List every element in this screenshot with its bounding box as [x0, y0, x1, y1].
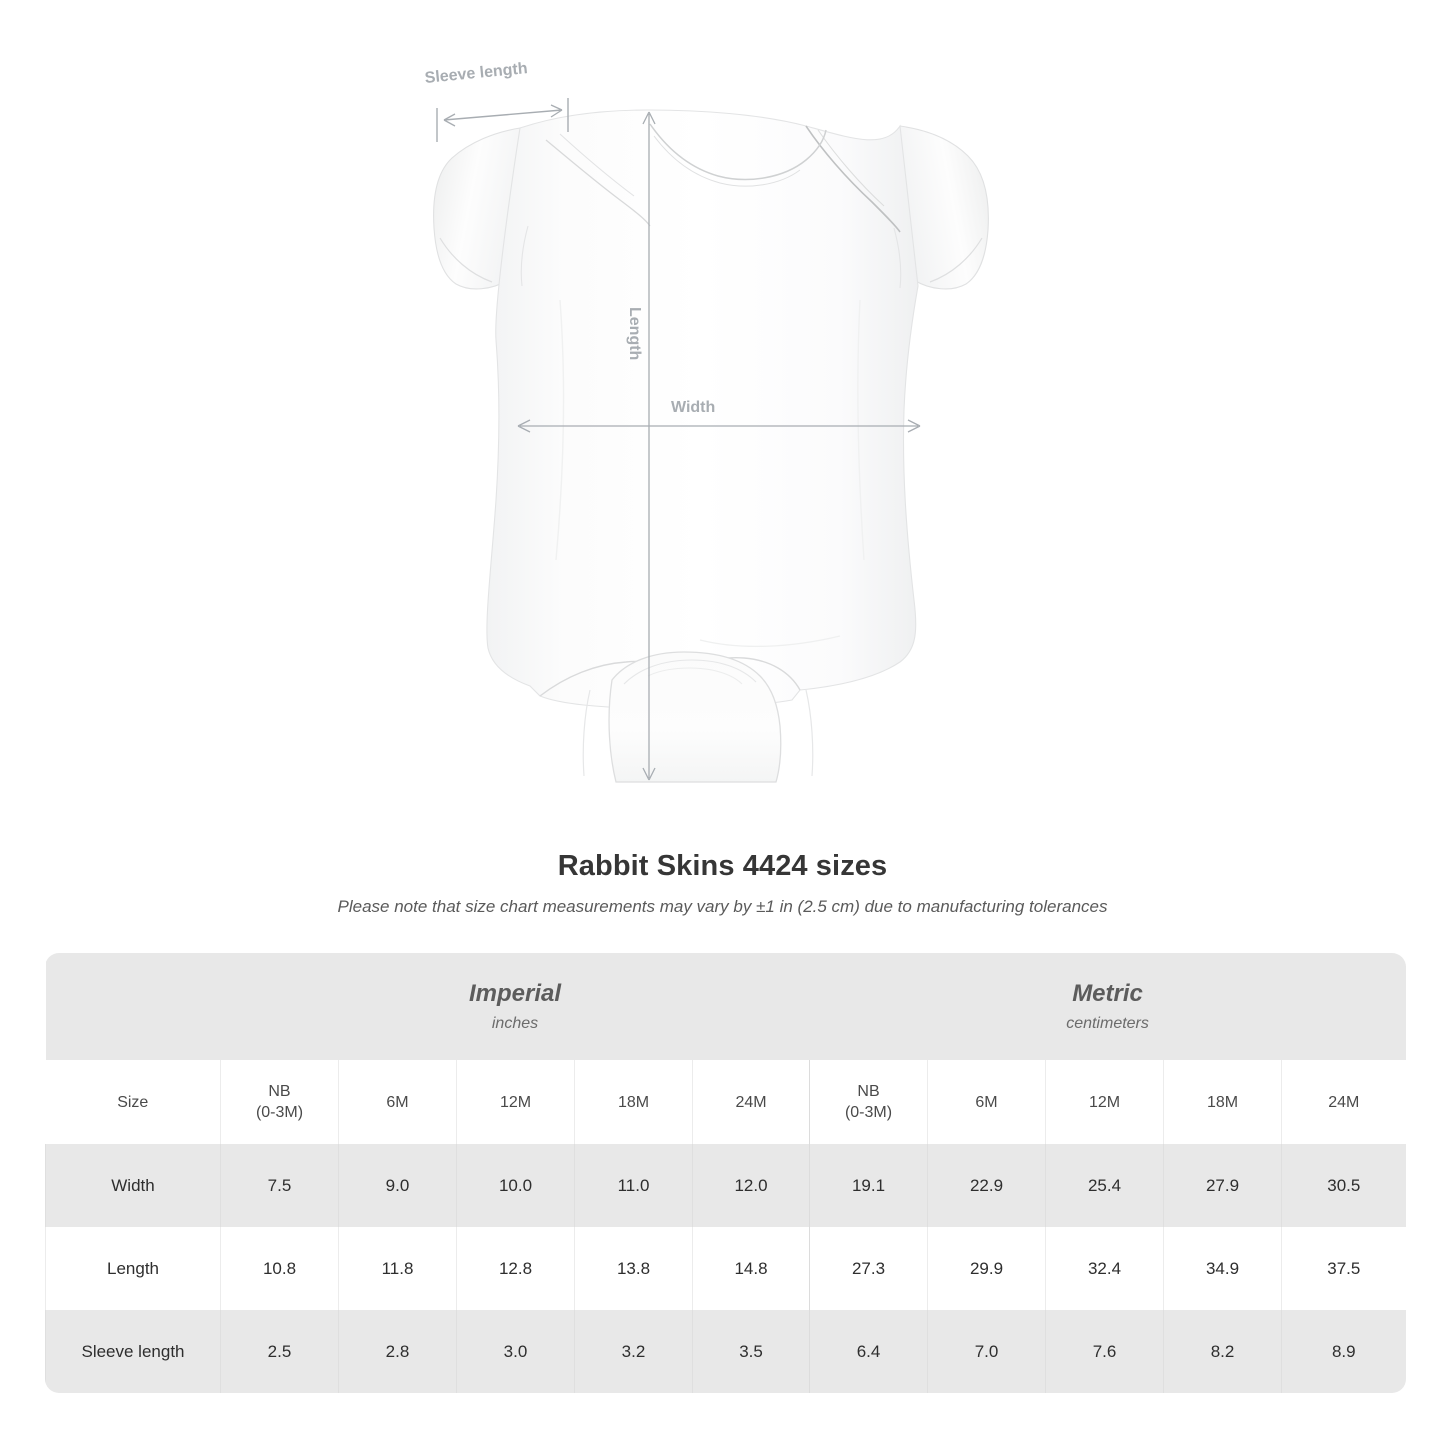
cell-width-imperial-6m: 9.0: [338, 1144, 457, 1227]
unit-group-metric-sub: centimeters: [1066, 1014, 1149, 1032]
row-measure-length: Length: [45, 1227, 221, 1310]
size-col-sublabel: (0-3M): [844, 1104, 893, 1121]
width-dimension-label: Width: [671, 399, 716, 416]
left-sleeve-hem: [439, 237, 493, 283]
cell-sleeve-imperial-nb: 2.5: [220, 1310, 339, 1393]
size-col-sublabel: (0-3M): [255, 1104, 304, 1121]
title-block: Rabbit Skins 4424 sizes Please note that…: [0, 848, 1445, 918]
cell-width-metric-24m: 30.5: [1281, 1144, 1406, 1227]
width-guide: [517, 419, 921, 433]
left-shoulder-seam: [545, 139, 651, 227]
size-col-imperial-nb: NB (0-3M): [220, 1060, 339, 1144]
cell-sleeve-imperial-6m: 2.8: [338, 1310, 457, 1393]
size-col-metric-nb: NB (0-3M): [809, 1060, 928, 1144]
unit-group-metric-name: Metric: [1072, 979, 1143, 1007]
size-col-metric-18m: 18M: [1163, 1060, 1282, 1144]
neckline: [649, 123, 827, 181]
size-col-metric-6m: 6M: [927, 1060, 1046, 1144]
cell-width-metric-12m: 25.4: [1045, 1144, 1164, 1227]
cell-length-metric-6m: 29.9: [927, 1227, 1046, 1310]
neckline-inner: [653, 135, 801, 187]
right-sleeve-hem: [929, 237, 983, 283]
cell-width-imperial-12m: 10.0: [456, 1144, 575, 1227]
cell-width-metric-nb: 19.1: [809, 1144, 928, 1227]
cell-length-imperial-12m: 12.8: [456, 1227, 575, 1310]
cell-length-metric-12m: 32.4: [1045, 1227, 1164, 1310]
unit-group-metric: Metric centimeters: [809, 953, 1406, 1060]
table-row: Sleeve length 2.5 2.8 3.0 3.2 3.5 6.4 7.…: [45, 1310, 1406, 1393]
left-leg-edge: [582, 689, 591, 777]
unit-group-row: Imperial inches Metric centimeters: [45, 953, 1406, 1060]
cell-width-imperial-nb: 7.5: [220, 1144, 339, 1227]
length-dimension-label: Length: [626, 307, 643, 361]
unit-group-imperial: Imperial inches: [220, 953, 810, 1060]
cell-length-imperial-nb: 10.8: [220, 1227, 339, 1310]
size-col-imperial-24m: 24M: [691, 1060, 810, 1144]
cell-width-imperial-24m: 12.0: [691, 1144, 810, 1227]
size-col-metric-12m: 12M: [1045, 1060, 1164, 1144]
cell-sleeve-metric-12m: 7.6: [1045, 1310, 1164, 1393]
unit-row-corner: [45, 953, 221, 1060]
table-row: Width 7.5 9.0 10.0 11.0 12.0 19.1 22.9 2…: [45, 1144, 1406, 1227]
left-shoulder-fold: [559, 133, 635, 197]
cell-sleeve-imperial-18m: 3.2: [574, 1310, 693, 1393]
size-col-imperial-12m: 12M: [456, 1060, 575, 1144]
cell-sleeve-imperial-24m: 3.5: [691, 1310, 810, 1393]
cell-sleeve-metric-6m: 7.0: [927, 1310, 1046, 1393]
fabric-fold-3: [699, 635, 841, 648]
cell-sleeve-metric-18m: 8.2: [1163, 1310, 1282, 1393]
cell-sleeve-metric-24m: 8.9: [1281, 1310, 1406, 1393]
size-col-metric-24m: 24M: [1281, 1060, 1406, 1144]
cell-width-metric-18m: 27.9: [1163, 1144, 1282, 1227]
size-col-label: NB: [268, 1083, 291, 1100]
page-title: Rabbit Skins 4424 sizes: [557, 850, 888, 882]
right-armhole-seam: [893, 227, 902, 289]
right-leg-edge: [805, 689, 814, 777]
sleeve-length-guide: [436, 98, 569, 142]
size-header-row: Size NB (0-3M) 6M 12M 18M 24M NB (0-3M) …: [45, 1060, 1406, 1144]
cell-length-metric-24m: 37.5: [1281, 1227, 1406, 1310]
snap-flap-fold: [647, 667, 743, 685]
row-measure-sleeve-length: Sleeve length: [45, 1310, 221, 1393]
cell-length-imperial-18m: 13.8: [574, 1227, 693, 1310]
cell-length-imperial-6m: 11.8: [338, 1227, 457, 1310]
cell-sleeve-imperial-12m: 3.0: [456, 1310, 575, 1393]
row-measure-width: Width: [45, 1144, 221, 1227]
left-armhole-seam: [520, 225, 529, 287]
size-col-imperial-18m: 18M: [574, 1060, 693, 1144]
cell-width-imperial-18m: 11.0: [574, 1144, 693, 1227]
cell-length-imperial-24m: 14.8: [691, 1227, 810, 1310]
cell-length-metric-nb: 27.3: [809, 1227, 928, 1310]
cell-sleeve-metric-nb: 6.4: [809, 1310, 928, 1393]
size-chart-table-container: Imperial inches Metric centimeters Size …: [45, 953, 1406, 1393]
bodysuit-drawing: [433, 98, 989, 783]
unit-group-imperial-name: Imperial: [468, 979, 562, 1007]
snap-crotch-flap: [608, 651, 782, 783]
size-col-label: NB: [857, 1083, 880, 1100]
table-row: Length 10.8 11.8 12.8 13.8 14.8 27.3 29.…: [45, 1227, 1406, 1310]
bodysuit-body: [486, 109, 919, 709]
cell-width-metric-6m: 22.9: [927, 1144, 1046, 1227]
garment-illustration: Sleeve length Width Length: [424, 60, 989, 783]
length-guide: [642, 111, 656, 781]
size-chart-table: Imperial inches Metric centimeters Size …: [45, 953, 1406, 1393]
tolerance-note: Please note that size chart measurements…: [337, 897, 1108, 916]
snap-flap-binding: [623, 659, 757, 685]
unit-group-imperial-sub: inches: [491, 1014, 539, 1032]
size-col-imperial-6m: 6M: [338, 1060, 457, 1144]
size-header-label: Size: [45, 1060, 221, 1144]
cell-length-metric-18m: 34.9: [1163, 1227, 1282, 1310]
